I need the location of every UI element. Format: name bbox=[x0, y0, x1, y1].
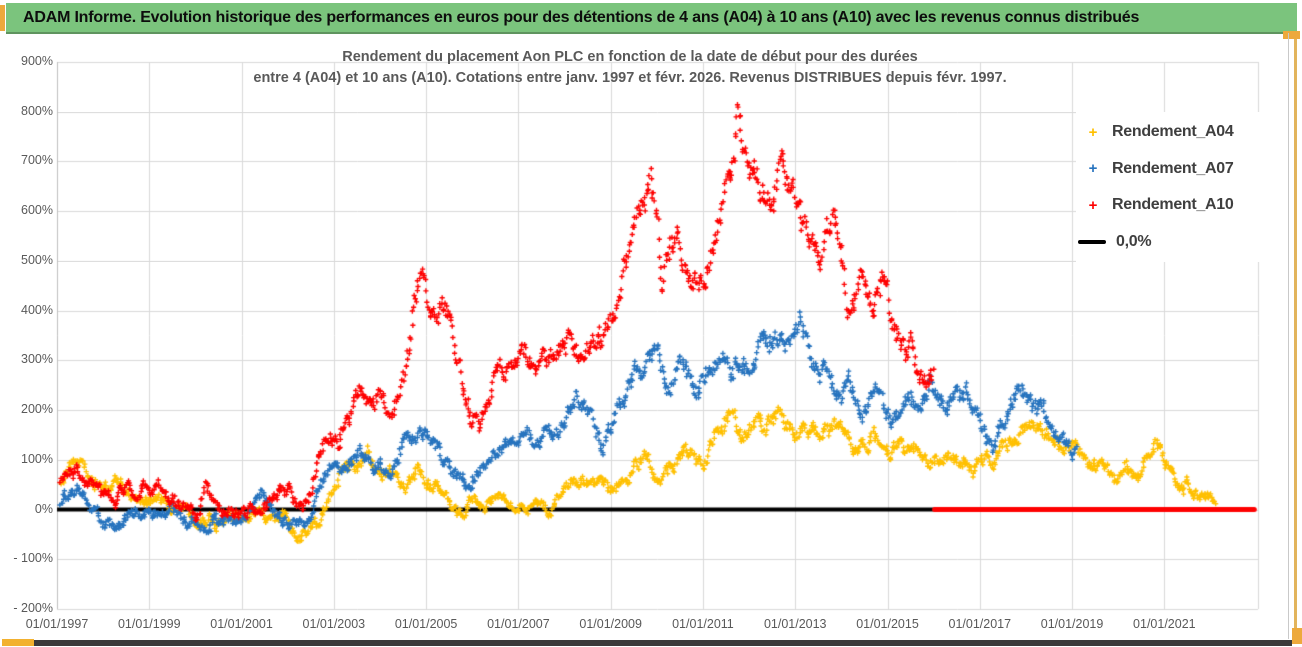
y-axis-tick-label: 100% bbox=[21, 451, 53, 466]
gold-accent-left bbox=[0, 5, 5, 31]
plus-marker-icon: + bbox=[1088, 160, 1098, 178]
y-axis-tick-label: 400% bbox=[21, 302, 53, 317]
legend-item-zero-line[interactable]: 0,0% bbox=[1076, 225, 1262, 259]
gold-accent-bottom-right bbox=[1292, 628, 1302, 644]
legend-label: Rendement_A04 bbox=[1112, 123, 1234, 141]
legend-label: Rendement_A10 bbox=[1112, 196, 1234, 214]
x-axis-tick-label: 01/01/2001 bbox=[210, 617, 273, 631]
x-axis-tick-label: 01/01/2003 bbox=[302, 617, 366, 631]
x-axis-tick-label: 01/01/2019 bbox=[1040, 617, 1104, 631]
x-axis-tick-label: 01/01/1999 bbox=[117, 617, 181, 631]
y-axis-tick-label: - 200% bbox=[13, 601, 53, 615]
legend-label: Rendement_A07 bbox=[1112, 159, 1234, 177]
x-axis-tick-label: 01/01/2011 bbox=[672, 617, 734, 631]
y-axis-tick-label: 0% bbox=[34, 501, 53, 516]
x-axis-tick-label: 01/01/2021 bbox=[1133, 617, 1196, 631]
x-axis-tick-label: 01/01/2015 bbox=[856, 617, 919, 631]
header-bar: ADAM Informe. Evolution historique des p… bbox=[6, 3, 1297, 34]
y-axis-tick-label: 500% bbox=[21, 252, 53, 267]
x-axis-tick-label: 01/01/2017 bbox=[948, 617, 1012, 631]
chart-title: Rendement du placement Aon PLC en foncti… bbox=[60, 47, 1200, 89]
y-axis-tick-label: 200% bbox=[21, 402, 53, 417]
legend-label: 0,0% bbox=[1116, 232, 1152, 250]
chart-legend: + Rendement_A04 + Rendement_A07 + Rendem… bbox=[1076, 112, 1262, 262]
x-axis-tick-label: 01/01/2005 bbox=[394, 617, 458, 631]
legend-item-rendement-a04[interactable]: + Rendement_A04 bbox=[1076, 115, 1262, 149]
y-axis-tick-label: 800% bbox=[21, 103, 53, 118]
chart-title-line-2: entre 4 (A04) et 10 ans (A10). Cotations… bbox=[253, 70, 1007, 86]
x-axis-tick-label: 01/01/2009 bbox=[579, 617, 642, 631]
header-title: ADAM Informe. Evolution historique des p… bbox=[23, 8, 1140, 26]
gold-accent-bottom-left bbox=[2, 639, 34, 646]
x-axis-tick-label: 01/01/2013 bbox=[763, 617, 827, 631]
gold-accent-top-right bbox=[1283, 31, 1300, 39]
y-axis-tick-label: 300% bbox=[21, 352, 53, 367]
x-axis-tick-label: 01/01/2007 bbox=[487, 617, 550, 631]
legend-item-rendement-a10[interactable]: + Rendement_A10 bbox=[1076, 188, 1262, 222]
legend-item-rendement-a07[interactable]: + Rendement_A07 bbox=[1076, 152, 1262, 186]
y-axis-tick-label: - 100% bbox=[13, 551, 53, 566]
chart-outer-border bbox=[1288, 33, 1289, 639]
bottom-edge-bar bbox=[34, 640, 1292, 646]
x-axis-tick-label: 01/01/1997 bbox=[25, 617, 89, 631]
y-axis-tick-label: 900% bbox=[21, 54, 53, 68]
gold-border-right bbox=[1294, 39, 1297, 629]
plus-marker-icon: + bbox=[1088, 123, 1098, 141]
zero-line-marker-icon bbox=[1078, 239, 1106, 244]
plus-marker-icon: + bbox=[1088, 196, 1098, 214]
chart-title-line-1: Rendement du placement Aon PLC en foncti… bbox=[342, 49, 918, 65]
y-axis-tick-label: 700% bbox=[21, 153, 53, 168]
y-axis-tick-label: 600% bbox=[21, 203, 53, 218]
